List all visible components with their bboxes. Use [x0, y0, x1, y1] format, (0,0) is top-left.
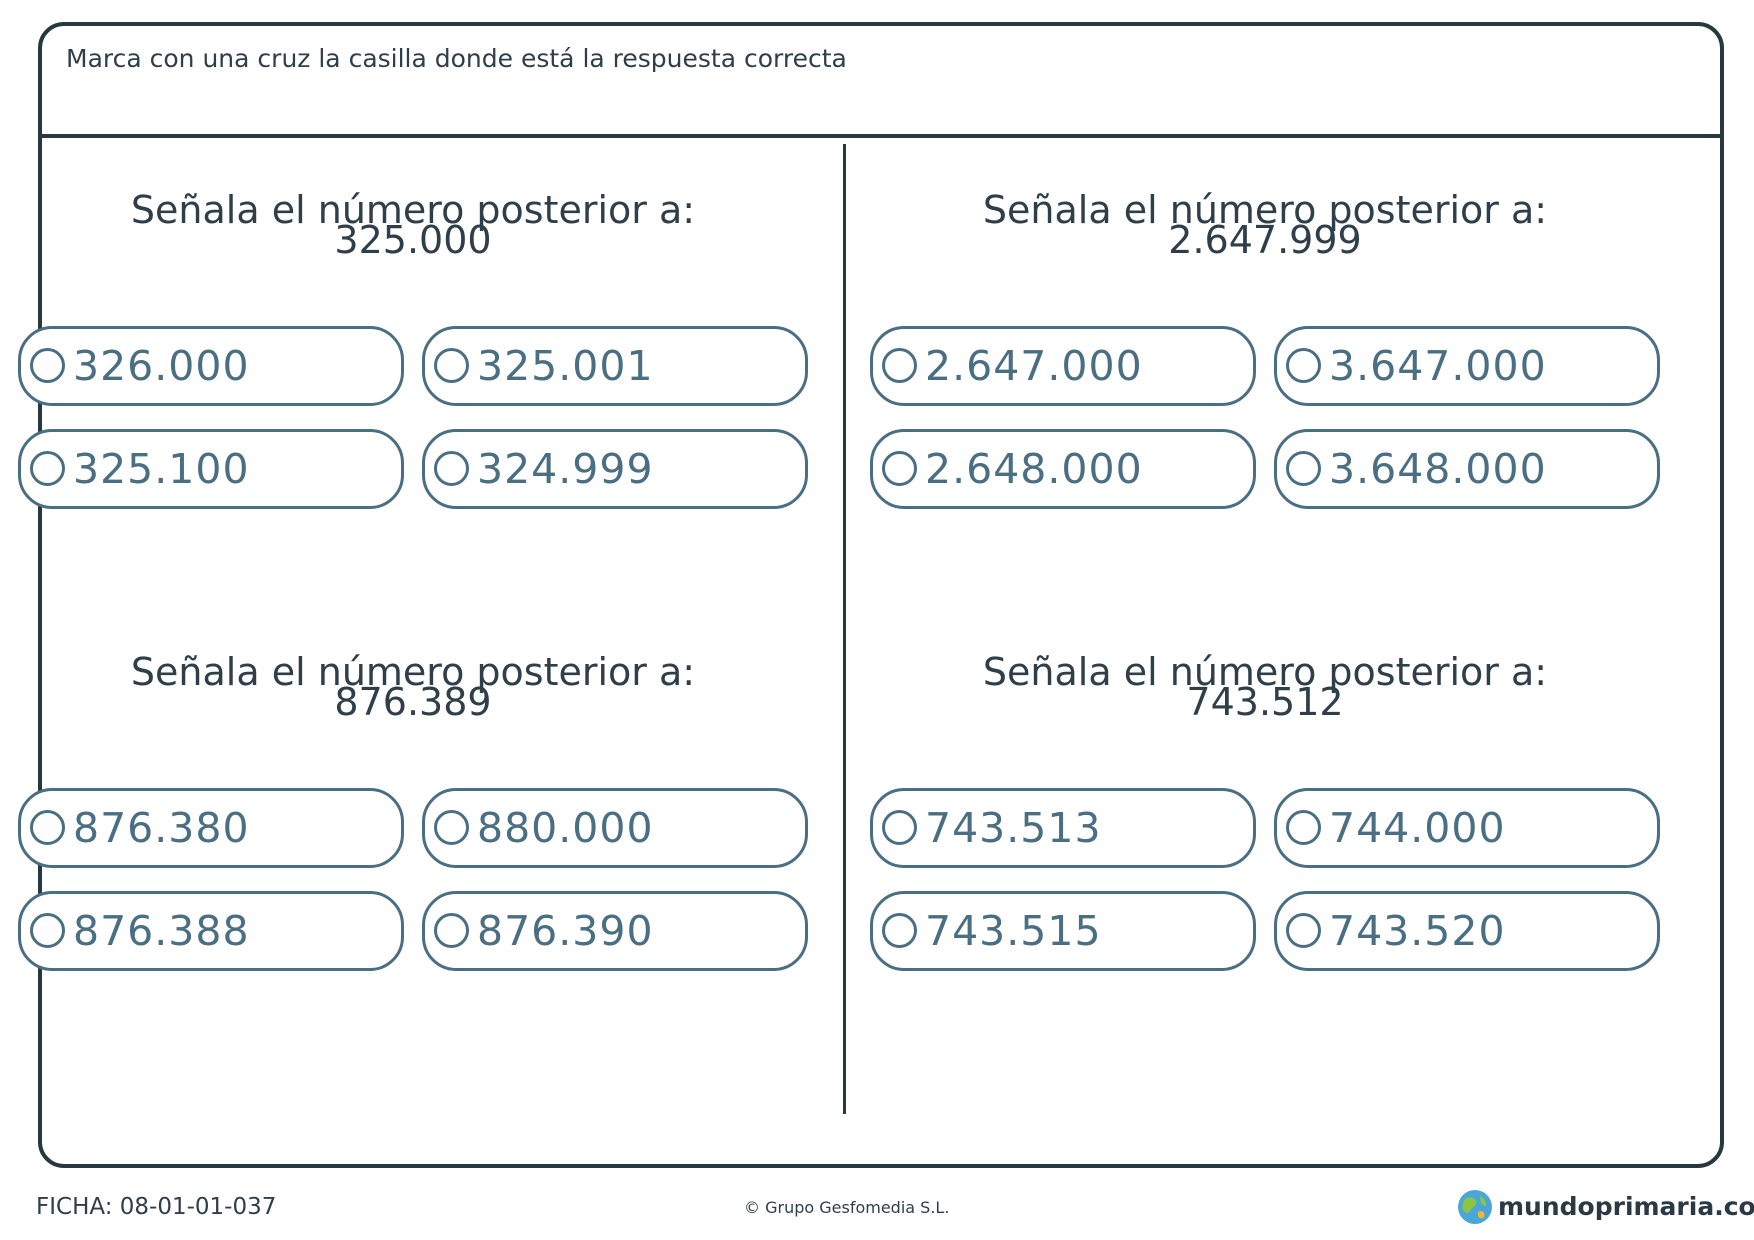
globe-icon: [1458, 1190, 1492, 1224]
brand-name: mundoprimaria.com: [1498, 1192, 1754, 1221]
radio-circle-icon[interactable]: [30, 810, 65, 845]
answer-option[interactable]: 876.380: [18, 788, 404, 868]
radio-circle-icon[interactable]: [882, 913, 917, 948]
radio-circle-icon[interactable]: [434, 348, 469, 383]
radio-circle-icon[interactable]: [30, 451, 65, 486]
radio-circle-icon[interactable]: [882, 348, 917, 383]
radio-circle-icon[interactable]: [30, 913, 65, 948]
answer-option[interactable]: 876.390: [422, 891, 808, 971]
radio-circle-icon[interactable]: [882, 451, 917, 486]
radio-circle-icon[interactable]: [1286, 810, 1321, 845]
answer-option[interactable]: 3.648.000: [1274, 429, 1660, 509]
question-number: 2.647.999: [1168, 218, 1362, 262]
answer-option-label: 876.388: [73, 907, 250, 955]
answer-option-label: 880.000: [477, 804, 654, 852]
radio-circle-icon[interactable]: [434, 451, 469, 486]
answer-option[interactable]: 2.647.000: [870, 326, 1256, 406]
radio-circle-icon[interactable]: [1286, 913, 1321, 948]
radio-circle-icon[interactable]: [1286, 451, 1321, 486]
question-number: 743.512: [1186, 680, 1344, 724]
question-number: 876.389: [334, 680, 492, 724]
answer-option-label: 324.999: [477, 445, 654, 493]
question-prompt: Señala el número posterior a:: [982, 650, 1548, 694]
worksheet-code: FICHA: 08-01-01-037: [36, 1194, 277, 1220]
worksheet-frame: Marca con una cruz la casilla donde está…: [38, 22, 1724, 1168]
exercise-2: Señala el número posterior a: 2.647.999 …: [870, 190, 1670, 570]
exercise-4: Señala el número posterior a: 743.512 74…: [870, 652, 1670, 1032]
answer-option-label: 876.380: [73, 804, 250, 852]
question-prompt: Señala el número posterior a:: [982, 188, 1548, 232]
question-prompt: Señala el número posterior a:: [130, 650, 696, 694]
answer-option[interactable]: 744.000: [1274, 788, 1660, 868]
radio-circle-icon[interactable]: [434, 913, 469, 948]
answer-option-label: 2.647.000: [925, 342, 1143, 390]
answer-option-label: 743.513: [925, 804, 1102, 852]
radio-circle-icon[interactable]: [434, 810, 469, 845]
answer-option-label: 2.648.000: [925, 445, 1143, 493]
answer-option-label: 325.001: [477, 342, 654, 390]
answer-option[interactable]: 880.000: [422, 788, 808, 868]
answer-option-label: 744.000: [1329, 804, 1506, 852]
answer-option-label: 325.100: [73, 445, 250, 493]
question-prompt: Señala el número posterior a:: [130, 188, 696, 232]
answer-option-label: 3.647.000: [1329, 342, 1547, 390]
answer-option[interactable]: 325.001: [422, 326, 808, 406]
radio-circle-icon[interactable]: [882, 810, 917, 845]
radio-circle-icon[interactable]: [30, 348, 65, 383]
answer-option[interactable]: 326.000: [18, 326, 404, 406]
exercise-3: Señala el número posterior a: 876.389 87…: [18, 652, 818, 1032]
answer-option[interactable]: 876.388: [18, 891, 404, 971]
answer-option[interactable]: 2.648.000: [870, 429, 1256, 509]
answer-option[interactable]: 743.513: [870, 788, 1256, 868]
answer-option-label: 326.000: [73, 342, 250, 390]
radio-circle-icon[interactable]: [1286, 348, 1321, 383]
answer-option[interactable]: 743.515: [870, 891, 1256, 971]
answer-option[interactable]: 743.520: [1274, 891, 1660, 971]
question-number: 325.000: [334, 218, 492, 262]
answer-option[interactable]: 325.100: [18, 429, 404, 509]
answer-option-label: 876.390: [477, 907, 654, 955]
instruction-bar: Marca con una cruz la casilla donde está…: [42, 26, 1720, 138]
copyright-text: © Grupo Gesfomedia S.L.: [744, 1198, 950, 1217]
instruction-text: Marca con una cruz la casilla donde está…: [66, 44, 847, 73]
exercise-1: Señala el número posterior a: 325.000 32…: [18, 190, 818, 570]
answer-option[interactable]: 324.999: [422, 429, 808, 509]
answer-option[interactable]: 3.647.000: [1274, 326, 1660, 406]
answer-option-label: 3.648.000: [1329, 445, 1547, 493]
answer-option-label: 743.515: [925, 907, 1102, 955]
answer-option-label: 743.520: [1329, 907, 1506, 955]
column-divider: [843, 144, 846, 1114]
